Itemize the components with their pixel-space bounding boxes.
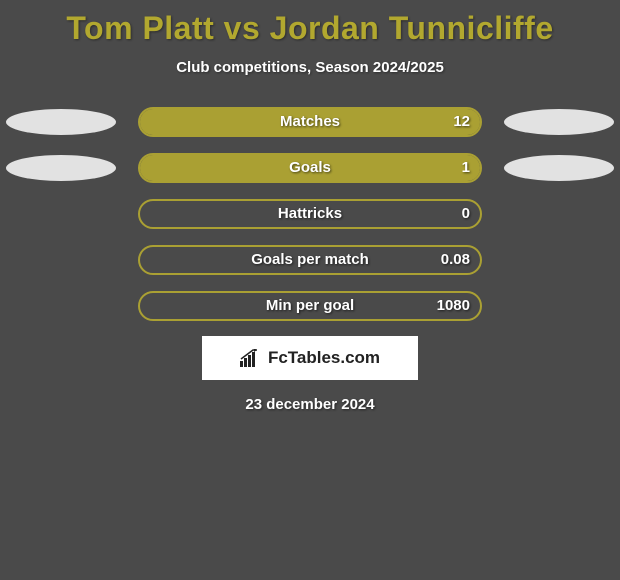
left-ellipse: [6, 109, 116, 135]
bar-track: [138, 245, 482, 275]
bar-track: [138, 107, 482, 137]
brand-label: FcTables.com: [268, 348, 380, 368]
stat-row: Matches12: [0, 106, 620, 138]
stats-area: Matches12 Goals1 Hattricks0 Goals per match…: [0, 106, 620, 322]
right-ellipse: [504, 109, 614, 135]
bar-track: [138, 291, 482, 321]
bar-track: [138, 153, 482, 183]
stat-row: Goals per match0.08: [0, 244, 620, 276]
page-title: Tom Platt vs Jordan Tunnicliffe: [0, 0, 620, 47]
stat-row: Goals1: [0, 152, 620, 184]
stat-row: Min per goal1080: [0, 290, 620, 322]
stat-row: Hattricks0: [0, 198, 620, 230]
left-ellipse: [6, 155, 116, 181]
bar-track: [138, 199, 482, 229]
brand-box: FcTables.com: [202, 336, 418, 380]
bar-fill-right: [140, 109, 480, 135]
bar-fill-right: [140, 155, 480, 181]
right-ellipse: [504, 155, 614, 181]
subtitle: Club competitions, Season 2024/2025: [0, 59, 620, 76]
date-label: 23 december 2024: [0, 396, 620, 413]
chart-icon: [240, 349, 262, 367]
